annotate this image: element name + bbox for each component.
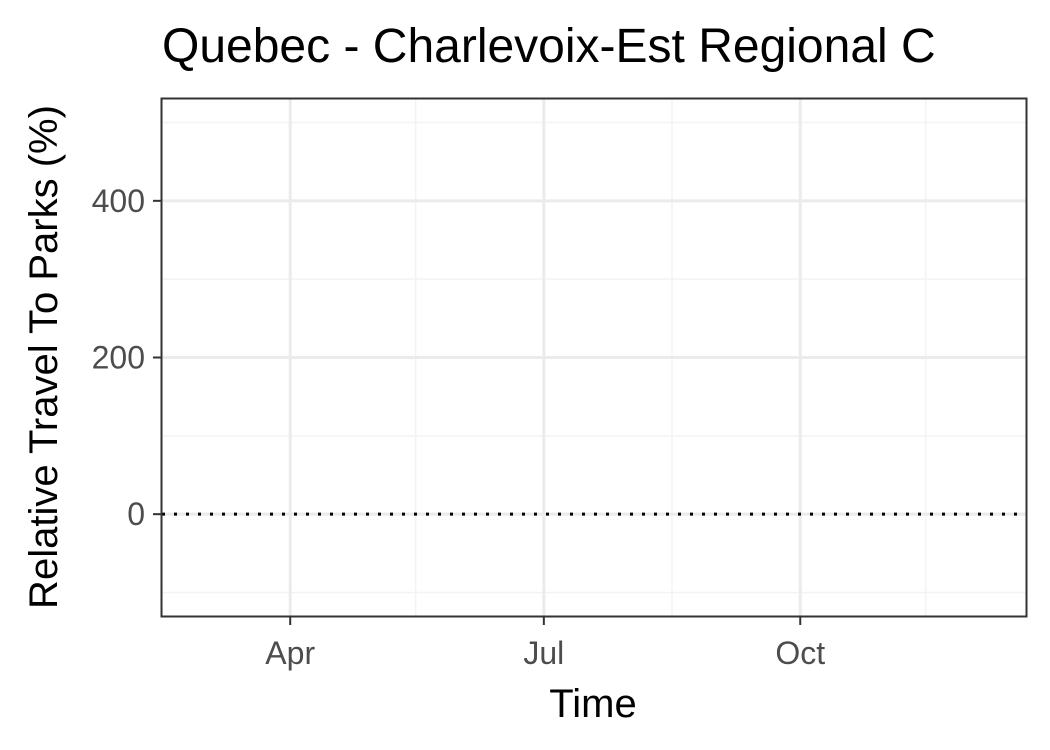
y-axis-ticks: 0 200 400 [92, 183, 162, 532]
x-axis-title: Time [549, 682, 636, 726]
x-tick-label: Apr [265, 635, 315, 671]
y-tick-label: 0 [127, 496, 145, 532]
y-axis-title: Relative Travel To Parks (%) [22, 105, 66, 609]
x-axis-ticks: Apr Jul Oct [265, 616, 825, 671]
x-tick-label: Oct [775, 635, 825, 671]
y-tick-label: 200 [92, 340, 145, 376]
x-tick-label: Jul [523, 635, 564, 671]
chart-title: Quebec - Charlevoix-Est Regional C [162, 20, 936, 73]
y-tick-label: 400 [92, 183, 145, 219]
